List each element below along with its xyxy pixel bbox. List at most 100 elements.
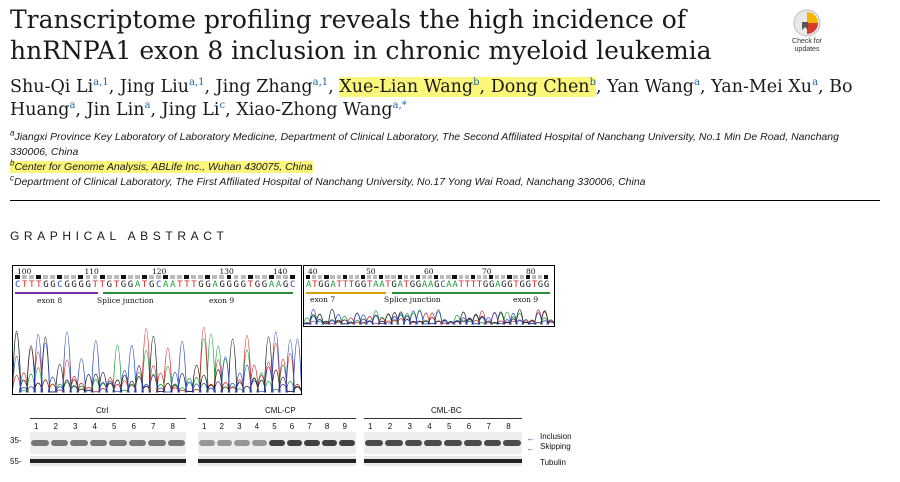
author-3[interactable]: Jing Zhanga,1	[216, 77, 329, 97]
quality-bar	[397, 275, 402, 279]
position-tick: 120	[152, 267, 167, 276]
blot-group-underline	[30, 418, 186, 419]
author-7[interactable]: Yan-Mei Xua	[711, 77, 818, 97]
author-name: Jin Lin	[86, 100, 145, 120]
western-blot-panel: Ctrl 1 2 3 4 5 6 7 8 CML-CP 1 2 3 4 5 6 7 8 9 CML-BC 1 2 3 4 5 6 7…	[0, 400, 900, 482]
base-G: G	[71, 280, 77, 290]
author-affiliation-marker[interactable]: a	[812, 77, 819, 89]
base-A: A	[495, 280, 501, 290]
author-5[interactable]: Dong Chenb	[490, 77, 596, 97]
author-affiliation-marker[interactable]: a,1	[93, 77, 109, 89]
badge-line-2: updates	[794, 46, 820, 53]
author-affiliation-marker[interactable]: a	[693, 77, 700, 89]
quality-bar	[85, 275, 91, 279]
size-marker: 55-	[10, 457, 22, 466]
base-G: G	[43, 280, 49, 290]
base-G: G	[354, 280, 361, 290]
quality-bar	[198, 275, 204, 279]
affiliation-body: bCenter for Genome Analysis, ABLife Inc.…	[10, 159, 313, 173]
lane-number: 3	[73, 422, 78, 431]
author-separator: ,	[75, 100, 87, 120]
quality-bar	[312, 275, 317, 279]
band	[109, 440, 127, 446]
base-C: C	[289, 280, 296, 290]
lane-number: 6	[131, 422, 136, 431]
band	[251, 440, 268, 446]
tubulin-band	[30, 459, 186, 463]
blot-group-underline	[364, 418, 522, 419]
author-affiliation-marker[interactable]: a,1	[188, 77, 205, 89]
quality-bar	[537, 275, 543, 279]
check-for-updates-badge[interactable]: Check for updates	[784, 8, 830, 62]
base-T: T	[348, 280, 355, 290]
label-splice-junction-left: Splice junction	[97, 296, 154, 305]
base-T: T	[184, 280, 190, 290]
base-T: T	[29, 280, 35, 290]
quality-bar	[543, 275, 549, 279]
author-affiliation-marker[interactable]: b	[589, 77, 596, 89]
band	[339, 440, 355, 446]
quality-bar	[113, 275, 119, 279]
author-affiliation-marker[interactable]: a,*	[392, 100, 407, 112]
author-affiliation-marker[interactable]: a	[69, 100, 76, 112]
quality-bar	[342, 275, 347, 279]
exon8-bar	[15, 292, 98, 294]
author-4[interactable]: Xue-Lian Wangb,	[339, 77, 491, 97]
quality-bar	[318, 275, 323, 279]
author-2[interactable]: Jing Liua,1	[120, 77, 205, 97]
quality-bar	[507, 275, 512, 279]
base-G: G	[106, 280, 113, 290]
author-affiliation-marker[interactable]: b	[473, 77, 480, 89]
base-G: G	[85, 280, 91, 290]
base-G: G	[254, 280, 261, 290]
quality-bar	[403, 275, 408, 279]
quality-bar	[141, 275, 147, 279]
base-C: C	[15, 280, 21, 290]
quality-bar	[254, 275, 260, 279]
affiliation-text: Jiangxi Province Key Laboratory of Labor…	[10, 131, 839, 158]
band	[304, 440, 320, 446]
position-tick: 130	[219, 267, 234, 276]
quality-bar	[78, 275, 84, 279]
base-A: A	[446, 280, 452, 290]
author-11[interactable]: Xiao-Zhong Wanga,*	[236, 100, 406, 120]
author-affiliation-marker[interactable]: a,1	[312, 77, 329, 89]
quality-bar	[434, 275, 439, 279]
quality-bar	[205, 275, 211, 279]
exon7-bar	[306, 292, 386, 294]
band	[269, 440, 285, 446]
quality-bar	[50, 275, 56, 279]
base-T: T	[177, 280, 183, 290]
quality-bar	[440, 275, 445, 279]
author-separator: ,	[204, 77, 216, 97]
quality-bar	[391, 275, 396, 279]
section-divider	[10, 200, 880, 201]
affiliation-c: cDepartment of Clinical Laboratory, The …	[10, 174, 870, 190]
author-affiliation-marker[interactable]: c	[219, 100, 226, 112]
author-10[interactable]: Jing Lic	[162, 100, 225, 120]
quality-bar	[170, 275, 176, 279]
lane-number: 3	[237, 422, 242, 431]
author-1[interactable]: Shu-Qi Lia,1	[10, 77, 109, 97]
quality-bar	[336, 275, 341, 279]
author-8[interactable]: Bo Huanga	[10, 77, 853, 120]
quality-bar	[240, 275, 246, 279]
band	[424, 440, 442, 446]
affiliation-b: bCenter for Genome Analysis, ABLife Inc.…	[10, 159, 870, 175]
position-tick: 70	[482, 267, 492, 276]
lane-number: 7	[151, 422, 156, 431]
base-G: G	[360, 280, 367, 290]
blot-group-label: CML-CP	[265, 406, 296, 415]
lane-number: 3	[407, 422, 412, 431]
author-6[interactable]: Yan Wanga	[607, 77, 700, 97]
quality-bar	[360, 275, 366, 279]
affiliation-list: aJiangxi Province Key Laboratory of Labo…	[10, 129, 870, 190]
author-affiliation-marker[interactable]: a	[144, 100, 151, 112]
base-C: C	[440, 280, 446, 290]
position-tick: 80	[526, 267, 536, 276]
author-9[interactable]: Jin Lina	[87, 100, 151, 120]
author-separator: ,	[595, 77, 608, 97]
quality-bar	[184, 275, 190, 279]
base-G: G	[261, 280, 268, 290]
trace-line	[304, 308, 554, 325]
